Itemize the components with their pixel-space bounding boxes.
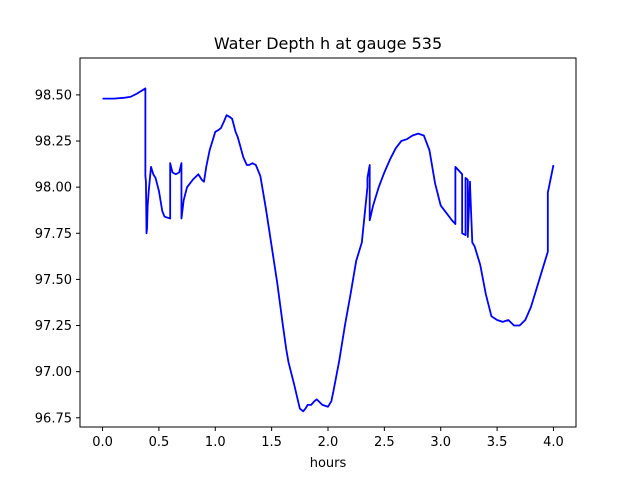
x-axis-label: hours	[310, 456, 347, 471]
axes: 0.0 0.5 1.0 1.5 2.0 2.5 3.0 3.5 4.0 96.75 97.00 97.…	[35, 57, 577, 450]
y-tick-label: 98.50	[35, 88, 72, 103]
x-tick-label: 3.0	[430, 435, 451, 450]
x-tick-label: 1.5	[261, 435, 282, 450]
series-line-1	[102, 87, 555, 413]
y-tick-label: 97.25	[35, 319, 72, 334]
y-tick-label: 98.00	[35, 181, 72, 196]
x-tick-label: 2.5	[374, 435, 395, 450]
x-tick-label: 0.5	[149, 435, 170, 450]
x-tick-label: 4.0	[543, 435, 564, 450]
y-tick-label: 97.75	[35, 227, 72, 242]
y-tick-label: 98.25	[35, 135, 72, 150]
chart-title: Water Depth h at gauge 535	[214, 34, 442, 53]
x-tick-label: 1.0	[205, 435, 226, 450]
y-tick-label: 97.50	[35, 273, 72, 288]
x-tick-label: 3.5	[487, 435, 508, 450]
x-tick-label: 0.0	[92, 435, 113, 450]
plot-area	[102, 87, 555, 413]
y-tick-label: 96.75	[35, 411, 72, 426]
x-tick-label: 2.0	[318, 435, 339, 450]
y-tick-label: 97.00	[35, 365, 72, 380]
